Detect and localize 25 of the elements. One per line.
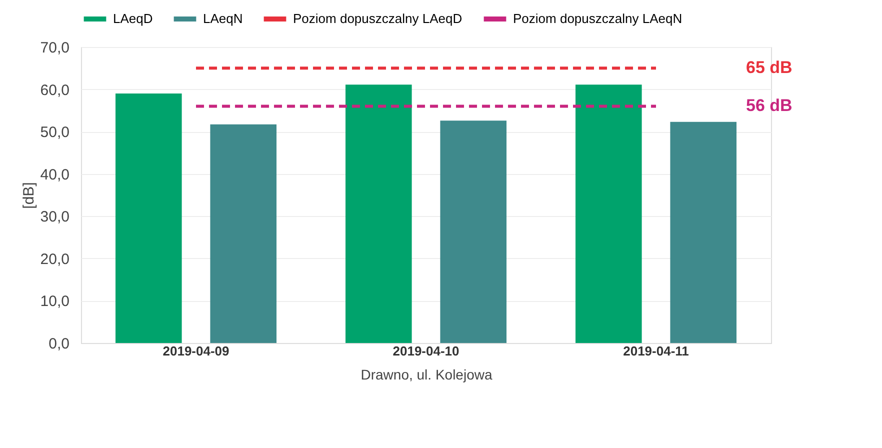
x-tick-label: 2019-04-11 xyxy=(623,344,689,358)
bar xyxy=(210,124,276,343)
y-tick-label: 40,0 xyxy=(40,166,70,184)
legend-label: LAeqD xyxy=(113,11,153,26)
y-tick-label: 20,0 xyxy=(40,250,70,268)
legend-label: Poziom dopuszczalny LAeqN xyxy=(513,11,682,26)
y-tick-label: 50,0 xyxy=(40,124,70,142)
annotation: 65 dB xyxy=(746,58,792,78)
y-tick-label: 60,0 xyxy=(40,82,70,99)
x-tick-label: 2019-04-09 xyxy=(162,344,230,358)
y-tick-label: 0,0 xyxy=(48,336,70,352)
bar xyxy=(576,84,642,343)
y-axis-title: [dB] xyxy=(20,182,38,209)
bar xyxy=(670,122,736,343)
bar xyxy=(116,94,182,343)
y-tick-label: 10,0 xyxy=(40,293,70,310)
annotation: 56 dB xyxy=(746,96,792,116)
bar xyxy=(440,120,506,343)
y-tick-label: 30,0 xyxy=(40,208,70,226)
x-tick-label: 2019-04-10 xyxy=(392,344,460,358)
bar xyxy=(346,84,412,343)
legend-label: Poziom dopuszczalny LAeqD xyxy=(293,11,462,26)
y-tick-label: 70,0 xyxy=(40,40,70,56)
legend-label: LAeqN xyxy=(203,11,243,26)
x-axis-title: Drawno, ul. Kolejowa xyxy=(360,366,492,382)
